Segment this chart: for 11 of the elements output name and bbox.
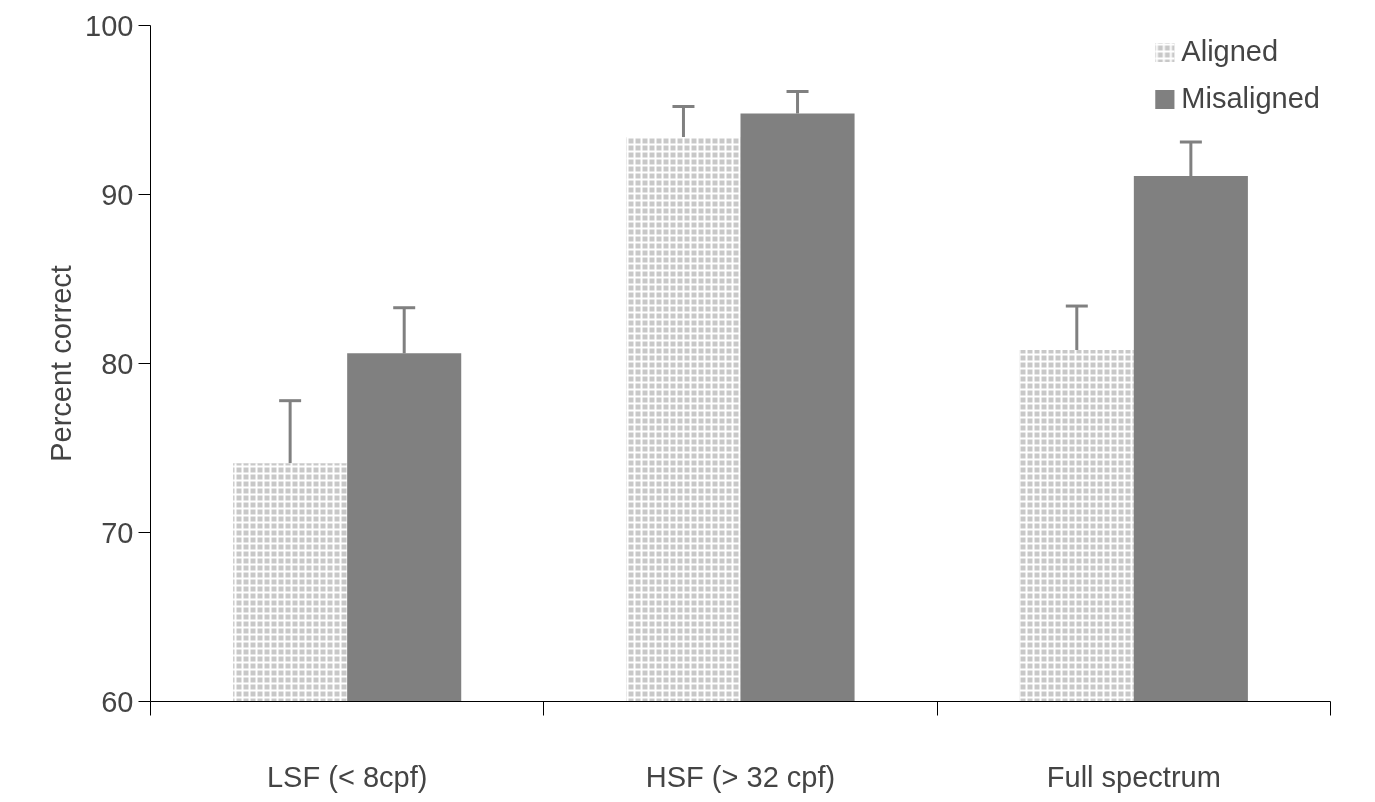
y-tick-label: 90 [101, 178, 134, 211]
x-tick-label: HSF (> 32 cpf) [645, 760, 836, 793]
legend-label: Misaligned [1181, 82, 1320, 115]
y-axis-title: Percent correct [45, 265, 78, 462]
y-tick-label: 70 [101, 516, 134, 549]
legend-label: Aligned [1181, 35, 1279, 68]
x-tick-label: Full spectrum [1046, 760, 1221, 793]
x-tick-label: LSF (< 8cpf) [266, 760, 428, 793]
y-tick-label: 60 [101, 685, 134, 718]
y-tick-label: 80 [101, 347, 134, 380]
y-tick-label: 100 [85, 9, 134, 42]
